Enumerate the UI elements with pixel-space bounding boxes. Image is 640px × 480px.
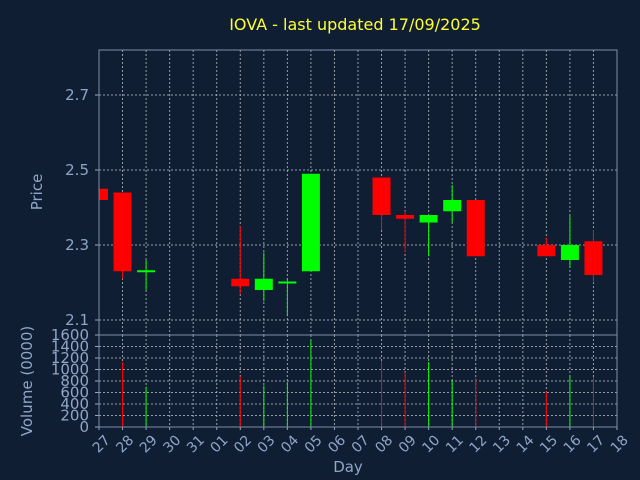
candle-body (443, 200, 462, 212)
x-axis-label: Day (333, 458, 363, 476)
x-tick-label: 14 (514, 432, 538, 456)
price-axis-label: Price (28, 174, 46, 211)
chart-title: IOVA - last updated 17/09/2025 (229, 15, 481, 34)
x-tick-label: 06 (325, 432, 349, 456)
price-y-ticks: 2.1 2.3 2.5 2.7 (65, 86, 99, 329)
x-tick-label: 30 (160, 432, 184, 456)
price-y-tick-label: 2.1 (65, 311, 89, 329)
candle-body (231, 278, 250, 287)
candle-body (113, 192, 132, 272)
x-tick-label: 07 (349, 432, 373, 456)
x-tick-label: 02 (231, 432, 255, 456)
x-tick-label: 31 (184, 432, 208, 456)
candle-body (537, 245, 556, 257)
x-ticks: 27 28 29 30 31 01 02 03 04 05 06 07 08 09 10 11 12 13 14 15… (90, 427, 632, 456)
volume-y-tick-label: 1400 (51, 338, 89, 356)
candle-body (301, 173, 320, 272)
x-tick-label: 01 (208, 432, 232, 456)
x-tick-label: 11 (443, 432, 467, 456)
x-tick-label: 09 (396, 432, 420, 456)
x-tick-label: 04 (278, 432, 302, 456)
price-y-tick-label: 2.5 (65, 161, 89, 179)
x-tick-label: 16 (561, 432, 585, 456)
candle-body (560, 245, 579, 260)
volume-grid (99, 335, 617, 427)
price-panel-frame (98, 49, 618, 336)
x-tick-label: 05 (302, 432, 326, 456)
volume-y-tick-label: 1600 (51, 326, 89, 344)
volume-axis-label: Volume (0000) (18, 326, 36, 436)
x-tick-label: 15 (537, 432, 561, 456)
candle-body (584, 241, 603, 275)
candle-body (396, 215, 415, 219)
candle-body (99, 188, 108, 200)
volume-y-tick-label: 1200 (51, 349, 89, 367)
candle-body (466, 200, 485, 257)
x-tick-label: 27 (90, 432, 114, 456)
volume-y-tick-label: 800 (60, 372, 89, 390)
x-tick-label: 17 (584, 432, 608, 456)
x-tick-label: 29 (137, 432, 161, 456)
volume-y-tick-label: 600 (60, 384, 89, 402)
volume-y-tick-label: 1000 (51, 361, 89, 379)
x-tick-label: 03 (255, 432, 279, 456)
x-tick-label: 10 (419, 432, 443, 456)
x-tick-label: 08 (372, 432, 396, 456)
x-tick-label: 18 (608, 432, 632, 456)
x-tick-label: 13 (490, 432, 514, 456)
volume-y-tick-label: 0 (79, 418, 89, 436)
candle-body (254, 278, 273, 290)
price-grid (99, 50, 617, 335)
volume-y-tick-label: 200 (60, 407, 89, 425)
candle-body (419, 215, 438, 223)
volume-y-tick-label: 400 (60, 395, 89, 413)
candles (98, 173, 603, 317)
price-y-tick-label: 2.7 (65, 86, 89, 104)
x-tick-label: 28 (113, 432, 137, 456)
x-tick-label: 12 (467, 432, 491, 456)
candle-body (372, 177, 391, 215)
volume-bars (122, 339, 594, 427)
volume-panel-frame (98, 334, 618, 428)
price-y-tick-label: 2.3 (65, 236, 89, 254)
